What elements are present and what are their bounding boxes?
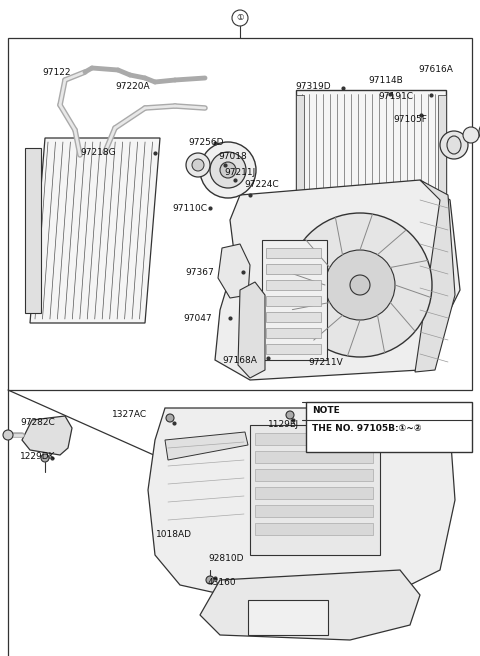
Circle shape [3, 430, 13, 440]
Circle shape [206, 576, 214, 584]
Text: 1327AC: 1327AC [112, 410, 147, 419]
Text: THE NO. 97105B:①~②: THE NO. 97105B:①~② [312, 424, 421, 433]
Text: 1018AD: 1018AD [156, 530, 192, 539]
Text: 97367: 97367 [185, 268, 214, 277]
Text: 97105F: 97105F [393, 115, 427, 124]
Ellipse shape [447, 136, 461, 154]
Circle shape [220, 162, 236, 178]
Text: ①: ① [236, 14, 244, 22]
Circle shape [440, 131, 468, 159]
Polygon shape [415, 180, 455, 372]
Text: 97218G: 97218G [80, 148, 116, 157]
Bar [250, 425, 380, 555]
Bar [255, 469, 373, 481]
Polygon shape [165, 432, 248, 460]
Bar [266, 312, 321, 322]
Text: 43160: 43160 [208, 578, 237, 587]
Text: 1129EJ: 1129EJ [268, 420, 299, 429]
Bar [306, 402, 472, 452]
Bar [255, 451, 373, 463]
Bar [266, 344, 321, 354]
Text: 97122: 97122 [42, 68, 71, 77]
Text: NOTE: NOTE [312, 406, 340, 415]
Circle shape [192, 159, 204, 171]
Text: 97211V: 97211V [308, 358, 343, 367]
Bar [266, 296, 321, 306]
Polygon shape [238, 282, 265, 378]
Text: 97211J: 97211J [224, 168, 255, 177]
Bar [255, 487, 373, 499]
Circle shape [325, 250, 395, 320]
Circle shape [166, 414, 174, 422]
Circle shape [463, 127, 479, 143]
Bar [296, 90, 446, 290]
Text: 1229DK: 1229DK [20, 452, 56, 461]
Polygon shape [215, 180, 460, 380]
Text: 97168A: 97168A [222, 356, 257, 365]
Text: 97224C: 97224C [244, 180, 278, 189]
Circle shape [186, 153, 210, 177]
Polygon shape [148, 408, 455, 605]
Bar [25, 148, 41, 313]
Circle shape [350, 275, 370, 295]
Bar [8, 38, 472, 390]
Polygon shape [30, 138, 160, 323]
Text: 97191C: 97191C [378, 92, 413, 101]
Circle shape [210, 152, 246, 188]
Bar [266, 264, 321, 274]
Text: 97110C: 97110C [172, 204, 207, 213]
Polygon shape [22, 416, 72, 455]
Bar [248, 600, 328, 635]
Text: 92810D: 92810D [208, 554, 243, 563]
Polygon shape [200, 570, 420, 640]
Bar [255, 523, 373, 535]
Circle shape [200, 142, 256, 198]
Circle shape [286, 411, 294, 419]
Bar [296, 95, 304, 285]
Bar [262, 240, 327, 360]
Bar [255, 505, 373, 517]
Circle shape [288, 213, 432, 357]
Text: 97018: 97018 [218, 152, 247, 161]
Bar [255, 433, 373, 445]
Circle shape [479, 120, 480, 144]
Text: 97220A: 97220A [115, 82, 150, 91]
Text: 97047: 97047 [183, 314, 212, 323]
Bar [266, 328, 321, 338]
Bar [266, 280, 321, 290]
Text: 97616A: 97616A [418, 65, 453, 74]
Text: 97319D: 97319D [295, 82, 331, 91]
Text: 97256D: 97256D [188, 138, 224, 147]
Text: 97282C: 97282C [20, 418, 55, 427]
Bar [266, 248, 321, 258]
Circle shape [41, 454, 49, 462]
Polygon shape [218, 244, 250, 298]
Bar [438, 95, 446, 285]
Text: 97114B: 97114B [368, 76, 403, 85]
